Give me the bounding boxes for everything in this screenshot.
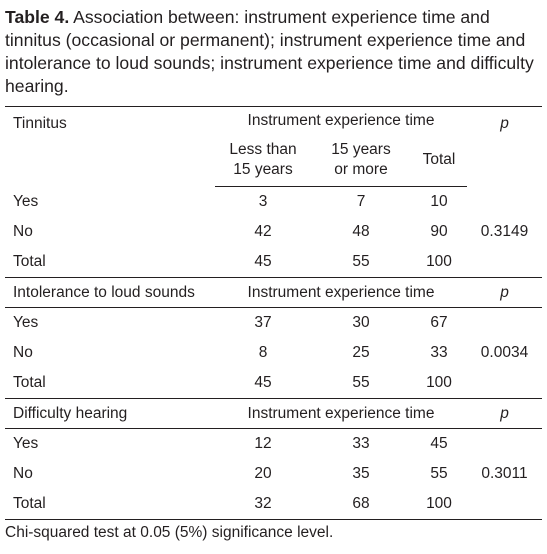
cell-value: 67 (430, 313, 448, 331)
cell-value: 100 (411, 489, 467, 520)
col-header-less-than-15: Less than 15 years (215, 134, 311, 187)
cell-value: 32 (215, 489, 311, 520)
cell-value: 12 (254, 434, 272, 452)
cell-value: 25 (352, 344, 370, 361)
table-row: Yes 3 7 10 (5, 187, 542, 217)
cell-p (467, 429, 542, 459)
cell-value: 33 (430, 344, 448, 361)
subheader-row: Less than 15 years 15 years or more Tota… (5, 134, 542, 187)
table-caption-text: Association between: instrument experien… (5, 7, 534, 96)
row-label: Total (5, 368, 215, 399)
cell-value: 45 (215, 368, 311, 399)
table-row: No 8 25 33 0.0034 (5, 338, 542, 369)
row-label: No (13, 465, 33, 482)
cell-value: 8 (258, 344, 268, 361)
cell-p-value: 0.3149 (480, 223, 529, 240)
cell-value: 20 (254, 465, 272, 482)
cell-value: 55 (311, 247, 411, 278)
row-label: No (13, 223, 33, 240)
cell-p (467, 489, 542, 520)
table-row: Yes 37 30 67 (5, 308, 542, 338)
cell-value: 42 (254, 223, 272, 240)
table-row: No 42 48 90 0.3149 (5, 217, 542, 248)
cell-value: 7 (356, 192, 366, 210)
cell-p-value: 0.0034 (480, 344, 529, 361)
cell-value: 3 (258, 192, 268, 210)
table-caption: Table 4. Association between: instrument… (5, 6, 540, 98)
p-header: p (467, 106, 542, 187)
table-row: Yes 12 33 45 (5, 429, 542, 459)
cell-value: 45 (215, 247, 311, 278)
cell-p (467, 308, 542, 338)
table-row: Total 45 55 100 (5, 247, 542, 278)
col-header-15-or-more: 15 years or more (311, 134, 411, 187)
cell-value: 10 (430, 192, 448, 210)
section-header-row: Intolerance to loud sounds Instrument ex… (5, 277, 542, 308)
cell-value: 37 (254, 313, 272, 331)
section-title-tinnitus: Tinnitus (5, 106, 215, 187)
cell-value: 90 (430, 223, 448, 240)
cell-value: 55 (430, 465, 448, 482)
p-header: p (467, 277, 542, 308)
col-header-total: Total (411, 134, 467, 187)
cell-value: 100 (411, 247, 467, 278)
cell-value: 45 (430, 434, 448, 452)
cell-value: 100 (411, 368, 467, 399)
cell-value: 68 (311, 489, 411, 520)
row-label: Yes (13, 192, 39, 210)
p-header: p (467, 398, 542, 429)
section-title-intolerance: Intolerance to loud sounds (5, 277, 215, 308)
group-header: Instrument experience time (215, 106, 467, 135)
cell-value: 33 (352, 434, 370, 452)
group-header: Instrument experience time (215, 398, 467, 429)
table-row: No 20 35 55 0.3011 (5, 459, 542, 490)
row-label: Yes (13, 313, 39, 331)
table-row: Total 32 68 100 (5, 489, 542, 520)
cell-p (467, 368, 542, 399)
cell-value: 48 (352, 223, 370, 240)
cell-p (467, 247, 542, 278)
table-footnote: Chi-squared test at 0.05 (5%) significan… (5, 524, 334, 541)
table-row: Total 45 55 100 (5, 368, 542, 399)
table-label: Table 4. (5, 7, 70, 27)
section-header-row: Difficulty hearing Instrument experience… (5, 398, 542, 429)
cell-p (467, 187, 542, 217)
association-table: Tinnitus Instrument experience time p Le… (5, 106, 542, 520)
row-label: Total (5, 489, 215, 520)
row-label: Yes (13, 434, 39, 452)
row-label: Total (5, 247, 215, 278)
section-header-row: Tinnitus Instrument experience time p (5, 106, 542, 187)
section-title-difficulty-hearing: Difficulty hearing (5, 398, 215, 429)
group-header: Instrument experience time (215, 277, 467, 308)
cell-value: 55 (311, 368, 411, 399)
cell-value: 35 (352, 465, 370, 482)
cell-p-value: 0.3011 (481, 465, 528, 482)
row-label: No (13, 344, 33, 361)
cell-value: 30 (352, 313, 370, 331)
